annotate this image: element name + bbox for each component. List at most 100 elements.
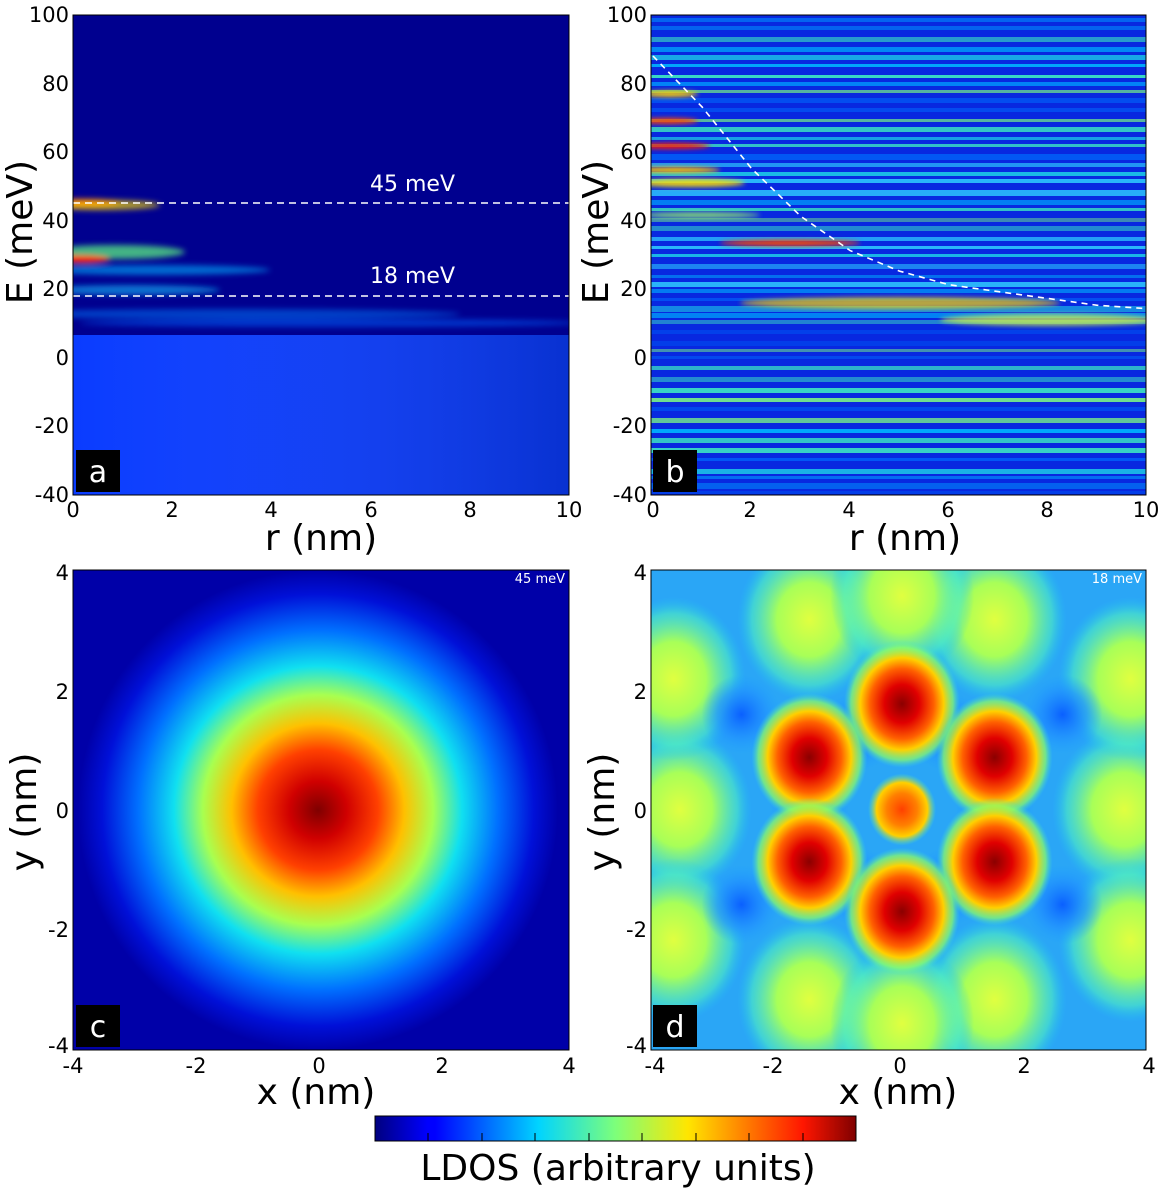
panel-d-x-ticks: -4 -2 0 2 4: [645, 1054, 1156, 1078]
annotation-45mev: 45 meV: [370, 172, 455, 197]
y-tick-label: 2: [56, 680, 69, 704]
energy-band: [651, 418, 1146, 423]
panel-a-ldos-features: [73, 199, 569, 327]
energy-band: [651, 476, 1146, 479]
energy-band: [651, 356, 1146, 359]
y-tick-label: 60: [42, 140, 69, 164]
panel-a-x-ticks: 0 2 4 6 8 10: [66, 498, 582, 522]
y-tick-label: 0: [634, 346, 647, 370]
energy-band: [651, 398, 1146, 402]
energy-band: [651, 330, 1146, 334]
y-tick-label: 4: [56, 561, 69, 585]
x-axis-label: r (nm): [265, 518, 377, 559]
energy-band: [651, 127, 1146, 132]
colorbar-label: LDOS (arbitrary units): [420, 1148, 815, 1189]
energy-band: [651, 349, 1146, 352]
panel-letter-d: d: [665, 1010, 684, 1045]
panel-d-y-ticks: -4 -2 0 2 4: [626, 561, 647, 1058]
colorbar-ticks: [427, 1133, 804, 1141]
y-tick-label: 0: [56, 346, 69, 370]
annotation-18mev: 18 meV: [370, 264, 455, 289]
x-tick-label: 2: [743, 498, 756, 522]
x-tick-label: 0: [893, 1054, 906, 1078]
energy-band: [651, 366, 1146, 370]
ldos-outer-lobe: [1052, 727, 1146, 892]
energy-band: [651, 90, 1146, 93]
energy-band: [651, 264, 1146, 269]
x-tick-label: 8: [1040, 498, 1053, 522]
y-tick-label: 80: [620, 72, 647, 96]
panel-b-hot-features: [651, 91, 1146, 326]
x-tick-label: 4: [842, 498, 855, 522]
y-tick-label: -4: [626, 1034, 647, 1058]
y-axis-label: y (nm): [4, 753, 45, 872]
panel-letter-box: [76, 1005, 120, 1047]
x-tick-label: 0: [312, 1054, 325, 1078]
x-tick-label: -2: [186, 1054, 207, 1078]
energy-band: [651, 218, 1146, 222]
energy-band: [651, 377, 1146, 382]
energy-band: [651, 306, 1146, 312]
energy-band: [651, 313, 1146, 318]
y-axis-label: E (meV): [576, 160, 617, 304]
dashed-dispersion-curve: [652, 55, 1146, 310]
panel-c-x-ticks: -4 -2 0 2 4: [63, 1054, 576, 1078]
x-tick-label: -4: [63, 1054, 84, 1078]
energy-band: [651, 289, 1146, 293]
panel-letter-c: c: [90, 1010, 107, 1045]
y-tick-label: -40: [613, 483, 647, 507]
energy-band: [651, 208, 1146, 211]
panel-letter-box: [653, 1005, 697, 1047]
energy-band: [651, 154, 1146, 160]
ldos-peak: [844, 639, 960, 768]
y-axis-label: y (nm): [582, 753, 623, 872]
x-axis-label: r (nm): [849, 518, 961, 559]
y-tick-label: -40: [35, 483, 69, 507]
energy-band: [651, 341, 1146, 346]
panel-d-energy-label: 18 meV: [1092, 572, 1142, 587]
ldos-center-peak: [868, 773, 936, 846]
energy-band: [651, 144, 1146, 147]
x-tick-label: 10: [556, 498, 583, 522]
energy-band: [651, 75, 1146, 78]
energy-band: [651, 483, 1146, 489]
ldos-peak: [751, 693, 868, 822]
energy-band: [651, 179, 1146, 183]
ldos-peak: [751, 797, 868, 926]
y-tick-label: 4: [634, 561, 647, 585]
energy-band: [651, 55, 1146, 60]
energy-band: [651, 163, 1146, 167]
x-tick-label: 6: [364, 498, 377, 522]
y-tick-label: -2: [48, 918, 69, 942]
energy-band: [651, 37, 1146, 42]
ldos-peak: [936, 693, 1053, 822]
y-tick-label: 100: [607, 3, 647, 27]
x-tick-label: 4: [562, 1054, 575, 1078]
y-tick-label: -4: [48, 1034, 69, 1058]
panel-letter-a: a: [89, 455, 107, 490]
panel-letter-box: [653, 450, 697, 492]
ldos-outer-lobe: [830, 941, 974, 1050]
x-tick-label: 10: [1133, 498, 1160, 522]
ldos-central-peak: [78, 570, 558, 1050]
panel-a: 45 meV 18 meV a 0 2 4 6 8 10 -40 -20 0 2…: [0, 3, 582, 559]
x-tick-label: 4: [264, 498, 277, 522]
energy-band: [651, 64, 1146, 67]
energy-band: [651, 200, 1146, 205]
energy-band: [651, 458, 1146, 461]
energy-band: [651, 246, 1146, 249]
colorbar: LDOS (arbitrary units): [374, 1115, 857, 1189]
energy-band: [651, 282, 1146, 287]
energy-band: [651, 190, 1146, 196]
x-tick-label: 0: [66, 498, 79, 522]
energy-band: [651, 98, 1146, 103]
energy-band: [651, 137, 1146, 140]
panel-d: 18 meV d -4 -2 0 2 4 -4 -2 0 2 4 x (nm) …: [582, 561, 1156, 1113]
panel-d-ldos-pattern: [651, 570, 1146, 1050]
y-tick-label: 0: [634, 799, 647, 823]
panel-b-frame: [650, 14, 1147, 496]
energy-band: [651, 320, 1146, 324]
energy-band: [651, 491, 1146, 494]
energy-band: [651, 254, 1146, 257]
